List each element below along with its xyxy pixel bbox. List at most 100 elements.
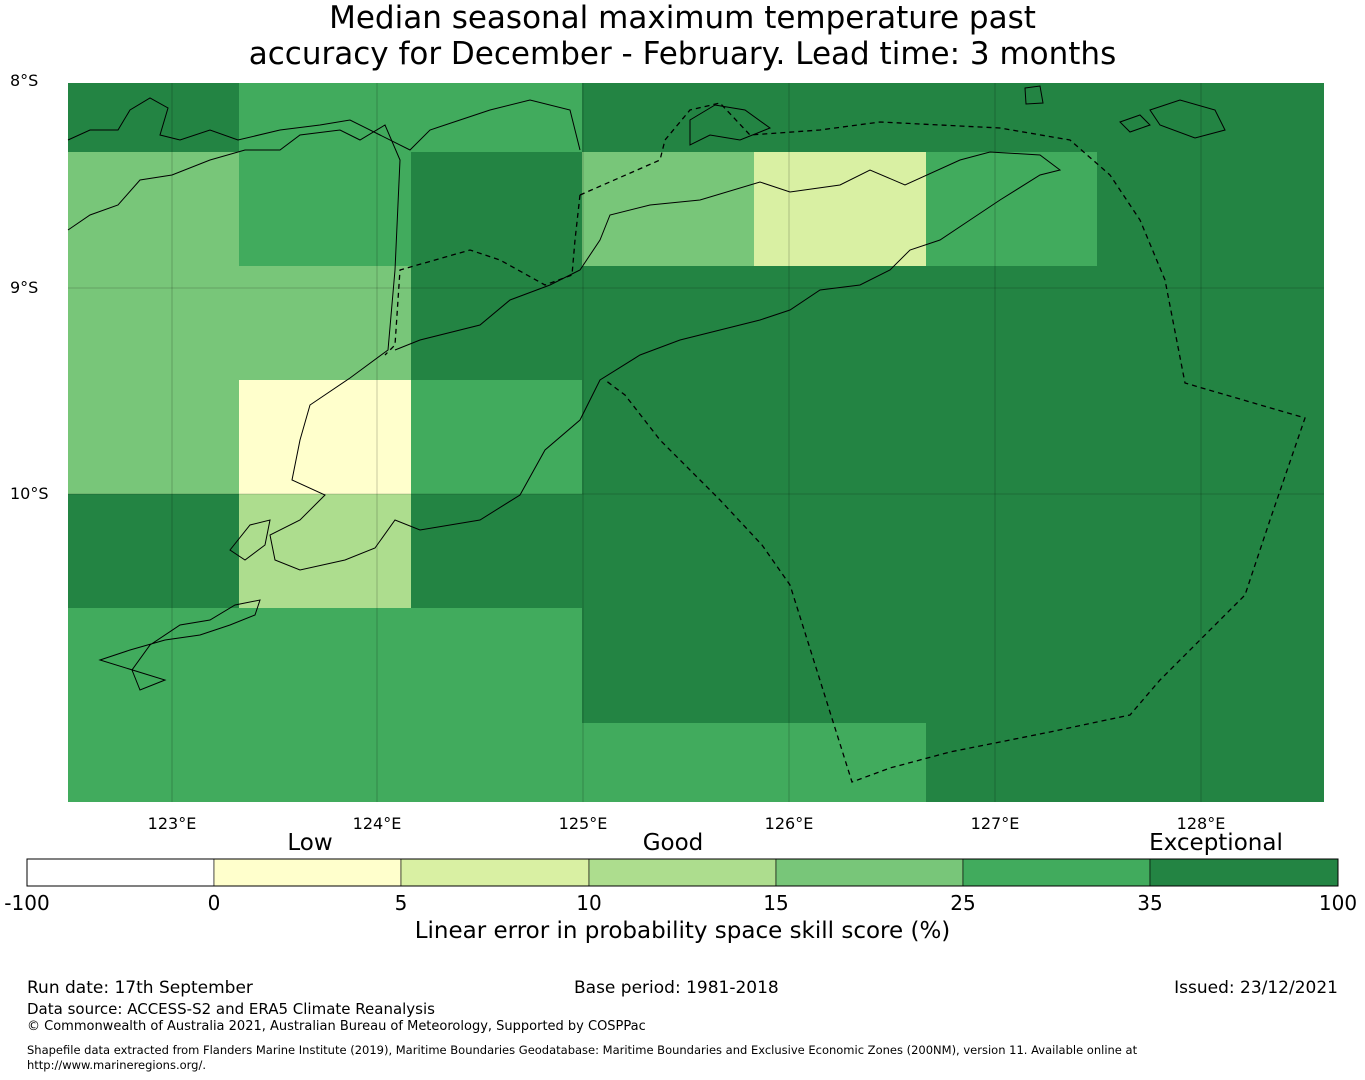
grid-cell bbox=[411, 380, 582, 494]
lon-label-126e: 126°E bbox=[764, 814, 814, 833]
category-exceptional: Exceptional bbox=[1149, 830, 1283, 856]
grid-cell bbox=[411, 494, 582, 608]
grid-cell bbox=[582, 723, 754, 802]
lat-label-10s: 10°S bbox=[10, 484, 49, 503]
cbar-tick-35: 35 bbox=[1137, 891, 1163, 915]
cbar-tick-15: 15 bbox=[763, 891, 789, 915]
grid-cell bbox=[239, 380, 411, 494]
coastline-rote bbox=[229, 519, 271, 561]
grid-cell bbox=[239, 266, 411, 380]
grid-cell bbox=[1269, 608, 1324, 723]
base-period: Base period: 1981-2018 bbox=[574, 978, 779, 998]
grid-cell bbox=[582, 266, 754, 380]
grid-cell bbox=[582, 83, 754, 152]
grid-cell bbox=[1269, 152, 1324, 266]
grid-cell bbox=[1097, 380, 1269, 494]
shapefile-credit-2: http://www.marineregions.org/. bbox=[27, 1058, 206, 1072]
shapefile-credit-1: Shapefile data extracted from Flanders M… bbox=[27, 1043, 1138, 1057]
grid-cell bbox=[68, 266, 239, 380]
eez-boundary-west bbox=[384, 194, 581, 356]
lon-label-127e: 127°E bbox=[970, 814, 1020, 833]
grid-cell bbox=[1269, 723, 1324, 802]
grid-cell bbox=[1097, 608, 1269, 723]
grid-cell bbox=[411, 83, 582, 152]
grid-cell bbox=[68, 608, 239, 723]
grid-cell bbox=[239, 83, 411, 152]
coastline-island-north bbox=[1024, 85, 1044, 105]
grid-cell bbox=[1097, 83, 1269, 152]
skill-grid bbox=[68, 83, 1324, 802]
grid-cell bbox=[1097, 494, 1269, 608]
cbar-tick-10: 10 bbox=[576, 891, 602, 915]
grid-cell bbox=[1269, 494, 1324, 608]
grid-cell bbox=[68, 152, 239, 266]
cbar-tick-100: 100 bbox=[1318, 891, 1358, 915]
coastlines bbox=[67, 85, 1226, 691]
map-title: Median seasonal maximum temperature past… bbox=[0, 0, 1365, 72]
grid-cell bbox=[754, 494, 926, 608]
grid-cell bbox=[754, 723, 926, 802]
lon-label-125e: 125°E bbox=[558, 814, 608, 833]
grid-cell bbox=[68, 723, 239, 802]
grid-cell bbox=[582, 152, 754, 266]
grid-cell bbox=[926, 380, 1097, 494]
grid-cell bbox=[582, 380, 754, 494]
grid-cell bbox=[411, 723, 582, 802]
grid-cell bbox=[754, 608, 926, 723]
cbar-tick-25: 25 bbox=[950, 891, 976, 915]
grid-cell bbox=[1097, 266, 1269, 380]
grid-cell bbox=[926, 152, 1097, 266]
lat-label-8s: 8°S bbox=[10, 71, 39, 90]
grid-cell bbox=[926, 83, 1097, 152]
lon-label-128e: 128°E bbox=[1176, 814, 1226, 833]
coastline-timor-west bbox=[67, 124, 1062, 571]
grid-cell bbox=[582, 494, 754, 608]
lon-label-123e: 123°E bbox=[147, 814, 197, 833]
coastline-flores-north bbox=[67, 97, 581, 151]
grid-cell bbox=[239, 152, 411, 266]
coastline-sawu bbox=[98, 599, 261, 691]
category-low: Low bbox=[287, 830, 333, 856]
copyright: © Commonwealth of Australia 2021, Austra… bbox=[27, 1019, 646, 1034]
grid-cell bbox=[582, 608, 754, 723]
grid-cell bbox=[754, 83, 926, 152]
lat-label-9s: 9°S bbox=[10, 278, 39, 297]
grid-cell bbox=[68, 494, 239, 608]
grid-cell bbox=[754, 266, 926, 380]
grid-cell bbox=[926, 494, 1097, 608]
grid-cell bbox=[754, 152, 926, 266]
coastline-island-east bbox=[1149, 99, 1226, 139]
title-line-2: accuracy for December - February. Lead t… bbox=[248, 36, 1117, 72]
grid-cell bbox=[411, 266, 582, 380]
cbar-tick-5: 5 bbox=[394, 891, 408, 915]
grid-cell bbox=[926, 723, 1097, 802]
category-good: Good bbox=[642, 830, 704, 856]
grid-cell bbox=[754, 380, 926, 494]
data-source: Data source: ACCESS-S2 and ERA5 Climate … bbox=[27, 1000, 435, 1018]
maritime-boundaries bbox=[384, 102, 1306, 783]
grid-cell bbox=[411, 152, 582, 266]
grid-cell bbox=[239, 723, 411, 802]
coastline-island-small bbox=[1119, 114, 1151, 133]
grid-cell bbox=[1269, 83, 1324, 152]
grid-cell bbox=[1097, 723, 1269, 802]
grid-cell bbox=[926, 266, 1097, 380]
grid-cell bbox=[68, 380, 239, 494]
grid-cell bbox=[1269, 266, 1324, 380]
cbar-tick-minus100: -100 bbox=[4, 891, 50, 915]
grid-cell bbox=[1269, 380, 1324, 494]
run-date: Run date: 17th September bbox=[27, 978, 253, 998]
title-line-1: Median seasonal maximum temperature past bbox=[329, 0, 1036, 36]
colorbar-label: Linear error in probability space skill … bbox=[414, 918, 951, 944]
grid-cell bbox=[1097, 152, 1269, 266]
grid-cell bbox=[68, 83, 239, 152]
graticule bbox=[68, 83, 1324, 802]
grid-cell bbox=[239, 494, 411, 608]
eez-boundary-timor-leste bbox=[579, 102, 1306, 783]
cbar-tick-0: 0 bbox=[207, 891, 221, 915]
lon-label-124e: 124°E bbox=[352, 814, 402, 833]
grid-cell bbox=[926, 608, 1097, 723]
issued-date: Issued: 23/12/2021 bbox=[1174, 978, 1338, 998]
grid-cell bbox=[411, 608, 582, 723]
